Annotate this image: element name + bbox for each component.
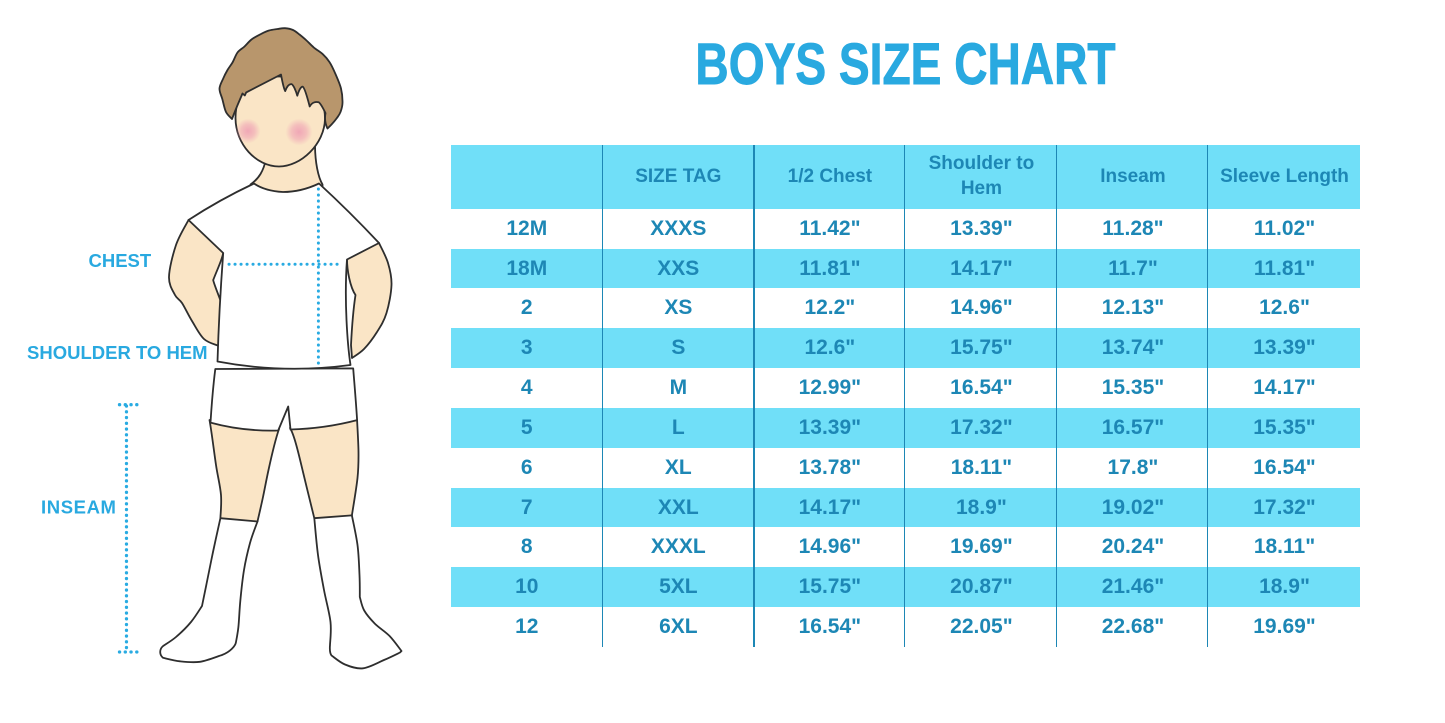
svg-text:INSEAM: INSEAM xyxy=(41,497,117,518)
svg-text:SHOULDER TO HEM: SHOULDER TO HEM xyxy=(27,342,208,363)
svg-text:CHEST: CHEST xyxy=(89,250,152,271)
